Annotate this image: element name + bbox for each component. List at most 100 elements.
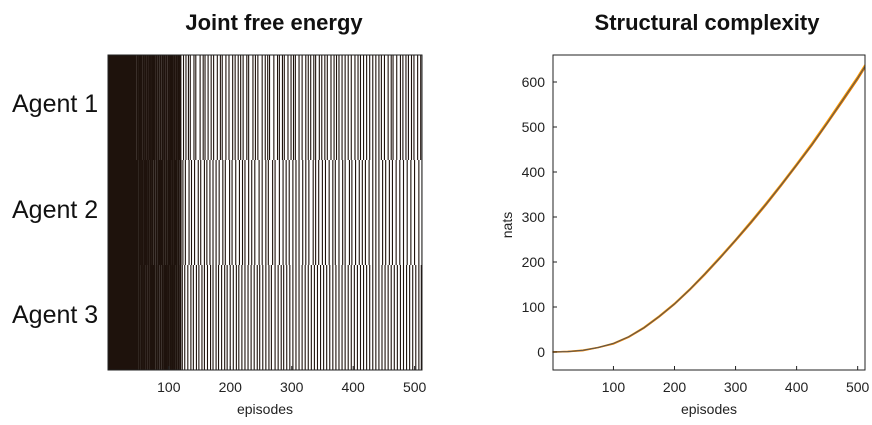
- episode-line: [363, 265, 365, 370]
- dense-line: [140, 55, 143, 160]
- episode-line: [148, 160, 150, 265]
- episode-line: [221, 55, 223, 160]
- episode-line: [270, 265, 272, 370]
- episode-line: [166, 55, 168, 160]
- x-tick-label: 100: [602, 379, 626, 395]
- right-chart-title: Structural complexity: [595, 10, 821, 35]
- episode-line: [267, 55, 269, 160]
- episode-line: [246, 55, 248, 160]
- episode-line: [380, 55, 382, 160]
- episode-line: [216, 55, 218, 160]
- x-tick-label: 500: [403, 379, 427, 395]
- right-x-ticks: 100 200 300 400 500: [602, 366, 870, 395]
- episode-line: [286, 265, 288, 370]
- episode-line: [351, 160, 353, 265]
- episode-line: [321, 160, 323, 265]
- episode-line: [307, 55, 309, 160]
- episode-line: [313, 55, 315, 160]
- left-x-ticks: 100 200 300 400 500: [157, 366, 427, 395]
- dense-line: [144, 265, 146, 370]
- episode-line: [248, 55, 250, 160]
- episode-line: [378, 265, 380, 370]
- episode-line: [146, 265, 148, 370]
- episode-line: [341, 55, 343, 160]
- episode-line: [242, 55, 244, 160]
- episode-line: [250, 265, 252, 370]
- episode-line: [278, 55, 280, 160]
- episode-line: [372, 160, 374, 265]
- episode-line: [281, 55, 283, 160]
- episode-line: [298, 265, 300, 370]
- episode-line: [203, 265, 205, 370]
- episode-line: [361, 160, 363, 265]
- episode-line: [146, 55, 148, 160]
- episode-line: [162, 265, 164, 370]
- episode-line: [399, 55, 401, 160]
- episode-line: [160, 55, 162, 160]
- episode-line: [369, 265, 371, 370]
- episode-line: [182, 160, 184, 265]
- episode-line: [231, 160, 233, 265]
- episode-line: [372, 55, 374, 160]
- episode-line: [148, 265, 150, 370]
- dense-line: [142, 160, 144, 265]
- episode-line: [396, 265, 398, 370]
- episode-line: [315, 160, 317, 265]
- episode-line: [267, 160, 269, 265]
- episode-line: [240, 55, 242, 160]
- episode-line: [321, 55, 323, 160]
- episode-line: [282, 160, 284, 265]
- episode-line: [292, 55, 295, 160]
- episode-line: [344, 55, 346, 160]
- episode-line: [138, 265, 140, 370]
- episode-line: [138, 55, 140, 160]
- episode-line: [156, 160, 158, 265]
- episode-line: [203, 160, 205, 265]
- episode-line: [184, 160, 186, 265]
- episode-line: [169, 160, 171, 265]
- episode-line: [347, 55, 349, 160]
- episode-line: [177, 160, 179, 265]
- episode-line: [312, 160, 314, 265]
- episode-line: [341, 265, 343, 370]
- episode-line: [228, 55, 230, 160]
- episode-line: [181, 265, 183, 370]
- episode-line: [146, 160, 148, 265]
- episode-line: [154, 160, 156, 265]
- episode-line: [206, 265, 209, 370]
- x-tick-label: 500: [846, 379, 870, 395]
- episode-line: [420, 265, 422, 370]
- episode-line: [393, 265, 395, 370]
- episode-line: [301, 265, 303, 370]
- dense-line: [159, 160, 162, 265]
- episode-line: [395, 160, 397, 265]
- episode-line: [268, 265, 270, 370]
- episode-line: [144, 55, 146, 160]
- episode-line: [238, 160, 240, 265]
- episode-line: [383, 55, 386, 160]
- episode-line: [366, 265, 368, 370]
- episode-line: [235, 265, 237, 370]
- episode-line: [358, 160, 360, 265]
- dense-line: [169, 265, 172, 370]
- episode-line: [410, 160, 412, 265]
- right-x-axis-label: episodes: [681, 401, 737, 417]
- episode-line: [265, 160, 267, 265]
- dense-line: [149, 160, 152, 265]
- x-tick-label: 300: [724, 379, 748, 395]
- episode-line: [201, 265, 203, 370]
- episode-line: [226, 265, 228, 370]
- dense-line: [140, 265, 142, 370]
- episode-line: [164, 55, 166, 160]
- episode-line: [190, 265, 192, 370]
- episode-line: [178, 265, 180, 370]
- episode-line: [304, 265, 306, 370]
- y-tick-label: 300: [522, 209, 546, 225]
- episode-line: [248, 160, 250, 265]
- episode-line: [385, 160, 387, 265]
- episode-line: [330, 55, 332, 160]
- episode-line: [420, 55, 422, 160]
- episode-line: [357, 55, 359, 160]
- episode-line: [405, 55, 407, 160]
- heatmap-row: [108, 55, 422, 160]
